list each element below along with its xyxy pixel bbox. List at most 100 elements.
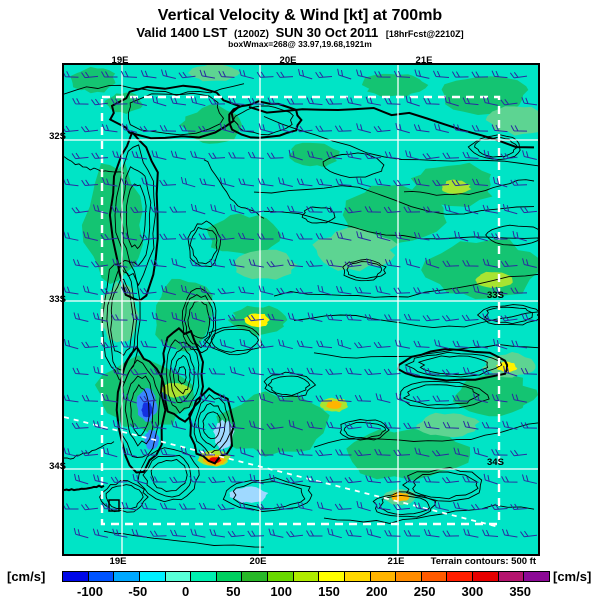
wind-barb — [296, 393, 313, 403]
wind-barb — [130, 206, 148, 213]
wind-barb — [364, 206, 382, 213]
wind-barb — [92, 312, 108, 322]
wind-barb — [431, 450, 450, 457]
wind-barb — [100, 233, 118, 241]
wind-barb — [471, 178, 489, 186]
map-canvas — [64, 65, 538, 554]
wind-barb — [472, 339, 488, 349]
colorbar-segment — [421, 572, 448, 581]
terrain-contour — [188, 387, 236, 465]
wind-barb — [189, 475, 206, 483]
wind-barb — [160, 69, 176, 79]
lat-label-right: 34S — [487, 457, 504, 468]
wind-barb — [471, 71, 489, 78]
wind-barb — [423, 529, 440, 538]
wind-barb — [249, 473, 264, 485]
wind-barb — [463, 528, 479, 538]
wind-barb — [278, 123, 293, 134]
wind-barb — [219, 393, 235, 403]
wind-barb — [64, 285, 79, 295]
wind-barb — [238, 286, 255, 295]
wind-barb — [374, 178, 391, 187]
wind-barb — [297, 501, 313, 511]
wind-barb — [501, 476, 518, 483]
wind-barb — [170, 529, 187, 538]
wind-barb — [500, 98, 518, 106]
wind-barb — [414, 447, 430, 457]
colorbar-tick: 350 — [509, 584, 532, 599]
wind-barb — [413, 287, 430, 294]
wind-barb — [364, 368, 382, 375]
wind-barb — [100, 287, 118, 295]
wind-barb — [453, 123, 469, 133]
wind-barb — [482, 258, 498, 268]
wind-barb — [81, 394, 99, 402]
terrain-contour — [181, 288, 217, 354]
wind-barb — [191, 311, 206, 323]
colorbar-segment — [216, 572, 243, 581]
wind-barb — [346, 150, 362, 160]
wind-barb — [442, 260, 460, 267]
wind-barb — [393, 449, 411, 456]
wind-barb — [101, 502, 118, 510]
velocity-blob — [179, 104, 243, 144]
colorbar-segment — [524, 572, 549, 581]
wind-barb — [422, 153, 440, 160]
wind-barb — [121, 123, 137, 133]
wind-barb — [296, 178, 313, 187]
wind-barb — [247, 97, 265, 105]
wind-barb — [503, 365, 518, 377]
wind-barb — [356, 123, 371, 134]
terrain-contour — [232, 105, 294, 136]
wind-barb — [170, 150, 186, 160]
colorbar-segment — [268, 572, 294, 581]
wind-barb — [150, 368, 167, 375]
wind-barb — [295, 287, 313, 295]
wind-barb — [100, 341, 118, 349]
wind-barb — [393, 179, 411, 187]
wind-barb — [171, 311, 186, 323]
wind-barb — [267, 97, 284, 106]
velocity-blob — [216, 391, 330, 457]
wind-barb — [481, 421, 499, 429]
lat-label-left: 32S — [49, 131, 66, 142]
colorbar-tick: -100 — [76, 584, 104, 599]
wind-barb — [257, 178, 274, 187]
colorbar-segment — [63, 572, 89, 581]
wind-barb — [228, 152, 245, 159]
terrain-contour — [378, 494, 431, 516]
wind-barb — [101, 71, 118, 78]
wind-barb — [510, 287, 528, 294]
wind-barb — [296, 233, 313, 240]
velocity-blob — [155, 278, 213, 352]
terrain-contour — [114, 144, 156, 287]
wind-barb — [217, 287, 235, 295]
wind-barb — [345, 313, 362, 321]
wind-barb — [384, 97, 401, 105]
wind-barb — [129, 422, 148, 430]
wind-barb — [276, 394, 294, 402]
wind-barb — [178, 395, 196, 403]
lat-label-left: 33S — [49, 294, 66, 305]
wind-barb — [287, 259, 304, 268]
wind-barb — [509, 71, 528, 79]
wind-barb — [92, 204, 108, 214]
wind-barb — [80, 125, 99, 133]
wind-barb — [121, 231, 137, 241]
wind-barb — [510, 449, 528, 457]
wind-barb — [121, 178, 138, 187]
wind-barb — [249, 420, 264, 430]
wind-barb — [140, 70, 157, 79]
wind-barb — [217, 233, 235, 241]
wind-barb — [296, 340, 313, 349]
wind-barb — [208, 98, 226, 105]
wind-barb — [228, 421, 245, 430]
wind-barb — [120, 70, 138, 78]
wind-barb — [64, 178, 79, 187]
wind-barb — [288, 149, 303, 161]
wind-barb — [198, 340, 216, 348]
wind-barb — [219, 123, 235, 134]
wind-barb — [159, 233, 177, 240]
colorbar-segment — [88, 572, 115, 581]
terrain-contour — [142, 454, 192, 498]
